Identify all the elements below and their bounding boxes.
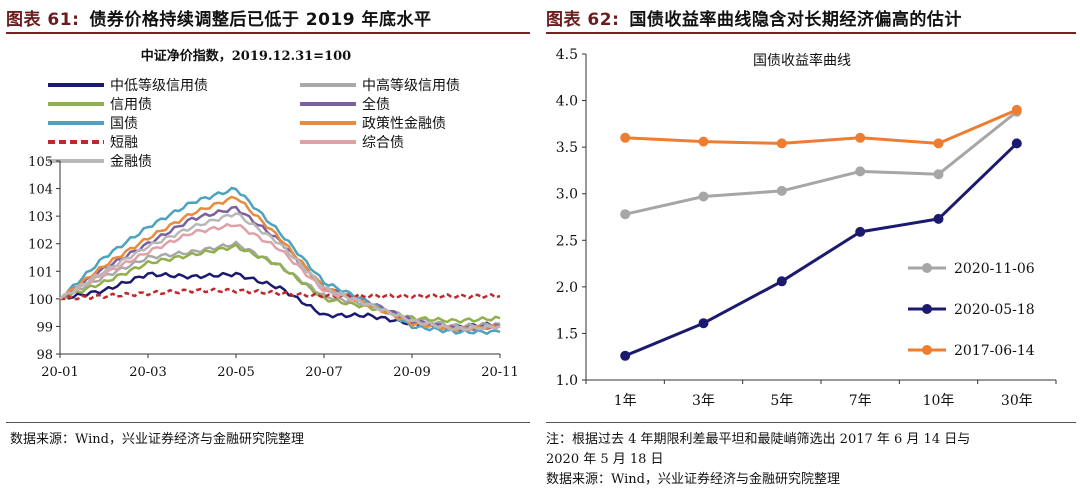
left-legend-label-中高等级信用债: 中高等级信用债 bbox=[362, 77, 460, 94]
right-series-line-2017-06-14 bbox=[625, 108, 1018, 145]
left-axes: 98 99 100 101 102 103 104 105 20-01 20-03 20-05 20-… bbox=[28, 155, 519, 380]
right-point-2017-06-14 bbox=[1011, 104, 1022, 115]
right-bottom-rule bbox=[546, 422, 1076, 423]
right-x-tick-label: 7年 bbox=[849, 393, 872, 409]
left-legend-label-信用债: 信用债 bbox=[110, 97, 152, 113]
right-point-2020-05-18 bbox=[855, 226, 866, 237]
right-y-tick-label: 1.0 bbox=[556, 373, 578, 389]
left-legend-label-中低等级信用债: 中低等级信用债 bbox=[110, 77, 208, 94]
right-note-line1: 注：根据过去 4 年期限利差最平坦和最陡峭筛选出 2017 年 6 月 14 日… bbox=[546, 432, 971, 447]
right-point-2020-05-18 bbox=[776, 276, 787, 287]
left-x-tick-label: 20-05 bbox=[217, 365, 254, 380]
left-figure-title: 图表 61: 债券价格持续调整后已低于 2019 年底水平 bbox=[6, 4, 530, 30]
right-x-tick-label: 30年 bbox=[1001, 393, 1033, 409]
right-legend-label-2020-05-18: 2020-05-18 bbox=[954, 302, 1035, 318]
left-series-line-短融 bbox=[60, 287, 501, 301]
left-chart-title: 中证净价指数，2019.12.31=100 bbox=[141, 48, 351, 64]
right-point-2017-06-14 bbox=[933, 138, 944, 149]
right-figure-caption: 国债收益率曲线隐含对长期经济偏高的估计 bbox=[629, 9, 962, 30]
right-x-tick-label: 5年 bbox=[770, 393, 793, 409]
left-series-line-信用债 bbox=[59, 243, 501, 324]
right-y-tick-label: 2.5 bbox=[556, 233, 578, 249]
right-y-tick-label: 4.5 bbox=[556, 47, 578, 63]
left-series-lines bbox=[59, 186, 501, 336]
left-y-tick-label: 102 bbox=[28, 238, 53, 253]
right-y-tick-label: 3.5 bbox=[556, 140, 578, 156]
right-title-rule bbox=[546, 32, 1076, 34]
left-legend-label-国债: 国债 bbox=[110, 116, 138, 132]
left-y-tick-label: 105 bbox=[28, 155, 53, 170]
left-legend-label-综合债: 综合债 bbox=[362, 135, 404, 151]
left-x-tick-label: 20-07 bbox=[305, 365, 342, 380]
right-series-lines bbox=[620, 104, 1022, 361]
left-figure-number: 图表 61: bbox=[6, 9, 80, 30]
right-y-tick-label: 3.0 bbox=[556, 187, 578, 203]
right-legend-marker-2020-05-18 bbox=[922, 304, 932, 314]
right-point-2020-11-06 bbox=[933, 169, 944, 180]
right-legend-marker-2020-11-06 bbox=[922, 263, 932, 273]
right-point-2017-06-14 bbox=[776, 138, 787, 149]
right-figure-number: 图表 62: bbox=[546, 9, 620, 30]
left-y-tick-label: 99 bbox=[36, 320, 53, 335]
right-y-tick-label: 4.0 bbox=[556, 94, 578, 110]
right-point-2020-11-06 bbox=[698, 191, 709, 202]
left-y-tick-label: 100 bbox=[28, 293, 53, 308]
right-chart: 国债收益率曲线 1.0 1.5 2.0 2.5 3.0 3.5 4.0 4.5 1年 3年 5年 7年… bbox=[546, 36, 1076, 416]
right-series-line-2020-05-18 bbox=[624, 142, 1018, 358]
right-point-2020-05-18 bbox=[933, 213, 944, 224]
left-source-text: 数据来源：Wind，兴业证券经济与金融研究院整理 bbox=[10, 432, 304, 447]
right-x-tick-label: 1年 bbox=[614, 393, 637, 409]
left-y-tick-label: 101 bbox=[28, 265, 53, 280]
right-x-tick-label: 3年 bbox=[692, 393, 715, 409]
left-x-tick-label: 20-11 bbox=[481, 365, 518, 380]
left-y-tick-label: 98 bbox=[36, 348, 53, 363]
right-point-2017-06-14 bbox=[620, 132, 631, 143]
left-series-line-金融债 bbox=[59, 212, 501, 332]
right-legend-label-2017-06-14: 2017-06-14 bbox=[954, 343, 1035, 359]
right-y-tick-label: 1.5 bbox=[556, 326, 578, 342]
right-point-2020-05-18 bbox=[620, 350, 631, 361]
left-x-tick-label: 20-01 bbox=[41, 365, 78, 380]
left-figure-caption: 债券价格持续调整后已低于 2019 年底水平 bbox=[89, 9, 432, 30]
left-x-tick-label: 20-09 bbox=[393, 365, 430, 380]
left-series-line-政策性金融债 bbox=[59, 195, 501, 333]
right-point-2020-05-18 bbox=[698, 318, 709, 329]
right-legend-marker-2017-06-14 bbox=[922, 345, 932, 355]
right-point-2020-11-06 bbox=[776, 185, 787, 196]
left-legend-label-短融: 短融 bbox=[110, 135, 138, 151]
right-axes: 1.0 1.5 2.0 2.5 3.0 3.5 4.0 4.5 1年 3年 5年 7年 10年 30年 bbox=[556, 47, 1057, 409]
right-legend: 2020-11-06 2020-05-18 2017-06-14 bbox=[908, 261, 1035, 359]
left-x-tick-label: 20-03 bbox=[129, 365, 166, 380]
right-note-line2: 2020 年 5 月 18 日 bbox=[546, 452, 664, 467]
left-bottom-rule bbox=[6, 422, 530, 423]
left-y-tick-label: 103 bbox=[28, 210, 53, 225]
right-x-tick-label: 10年 bbox=[923, 393, 955, 409]
right-series-line-2020-11-06 bbox=[624, 110, 1018, 216]
right-point-2017-06-14 bbox=[698, 136, 709, 147]
left-series-line-国债 bbox=[59, 186, 501, 336]
left-title-rule bbox=[6, 32, 530, 34]
right-point-2020-11-06 bbox=[855, 166, 866, 177]
right-chart-title: 国债收益率曲线 bbox=[753, 52, 851, 69]
right-source-text: 数据来源：Wind，兴业证券经济与金融研究院整理 bbox=[546, 472, 840, 487]
right-legend-label-2020-11-06: 2020-11-06 bbox=[954, 261, 1035, 277]
left-legend-label-金融债: 金融债 bbox=[110, 154, 152, 170]
right-point-2017-06-14 bbox=[855, 132, 866, 143]
right-point-2020-11-06 bbox=[620, 209, 631, 220]
right-y-tick-label: 2.0 bbox=[556, 280, 578, 296]
left-legend-label-政策性金融债: 政策性金融债 bbox=[362, 115, 446, 132]
left-y-tick-label: 104 bbox=[28, 183, 53, 198]
right-point-2020-05-18 bbox=[1011, 138, 1022, 149]
left-legend-label-全债: 全债 bbox=[362, 96, 390, 113]
right-figure-title: 图表 62: 国债收益率曲线隐含对长期经济偏高的估计 bbox=[546, 4, 1076, 30]
